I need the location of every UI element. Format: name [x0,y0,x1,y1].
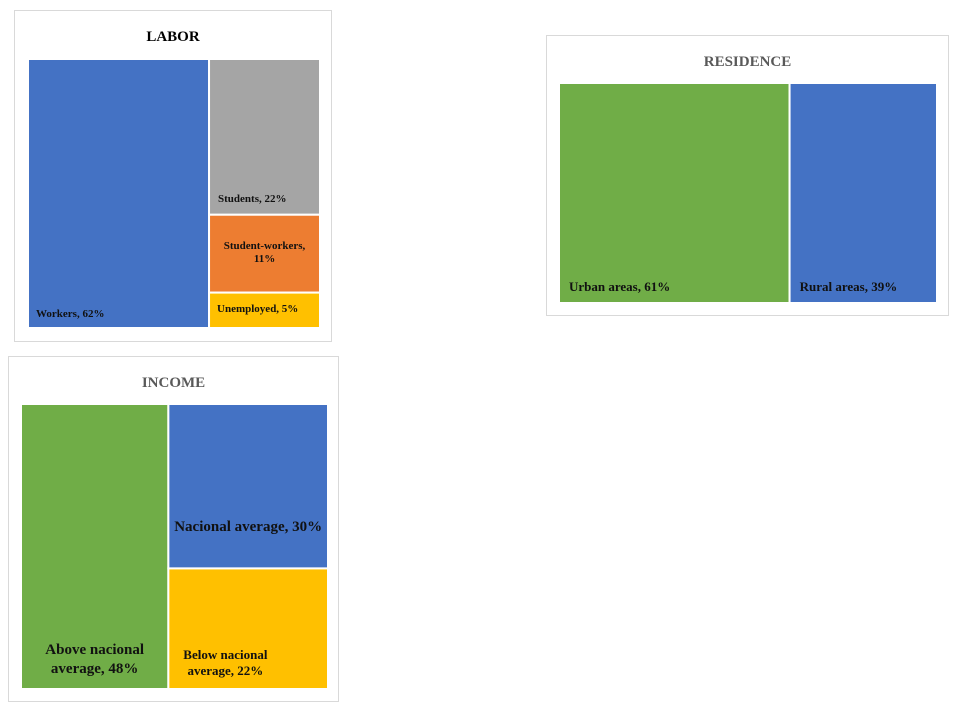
tile-workers [27,58,211,329]
income-chart-title: INCOME [141,375,206,391]
tile-rural-areas [788,82,938,304]
tile-urban-areas [558,82,791,304]
labor-chart-title: LABOR [146,29,200,45]
tile-label-nacional-average: Nacional average, 30% [174,519,323,536]
income-treemap: Above nacional average, 48% Nacional ave… [20,403,329,690]
tile-students [208,58,321,216]
tile-label-above-nacional-average: Above nacional average, 48% [45,642,145,677]
tile-label-urban-areas: Urban areas, 61% [569,279,671,294]
tile-label-student-workers: Student-workers, 11% [223,239,306,266]
labor-treemap-svg [27,58,321,330]
labor-treemap: Workers, 62% Students, 22% Student-worke… [27,58,321,330]
tile-nacional-average [167,403,329,570]
tile-above-nacional-average [20,403,170,690]
tile-label-rural-areas: Rural areas, 39% [799,279,898,294]
labor-chart-panel: LABOR Workers, 62% Students, 22% Student… [14,10,332,342]
residence-treemap-svg [558,82,938,304]
tile-label-below-nacional-average: Below nacional average, 22% [183,647,268,679]
residence-chart-panel: RESIDENCE Urban areas, 61% Rural areas, … [546,35,949,316]
income-treemap-svg [20,403,329,690]
tile-label-workers: Workers, 62% [36,308,105,320]
tile-label-students: Students, 22% [218,192,287,205]
residence-treemap: Urban areas, 61% Rural areas, 39% [558,82,938,304]
tile-label-unemployed: Unemployed, 5% [217,303,299,316]
tile-below-nacional-average [167,567,329,690]
income-chart-panel: INCOME Above nacional average, 48% Nacio… [8,356,339,702]
tile-unemployed [208,291,321,330]
residence-chart-title: RESIDENCE [703,54,792,70]
